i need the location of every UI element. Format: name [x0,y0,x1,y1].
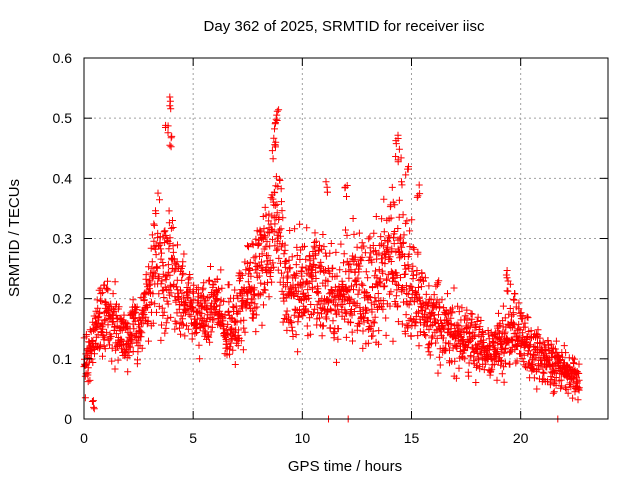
y-tick-label: 0.3 [53,231,73,247]
y-axis-label: SRMTID / TECUs [6,179,23,297]
y-tick-label: 0.1 [53,351,73,367]
axis-ticks: 0 0.1 0.2 0.3 0.4 0.5 0.6 0 5 10 15 20 [53,50,608,446]
x-tick-label: 5 [189,430,197,446]
x-tick-label: 20 [513,430,529,446]
y-tick-label: 0.5 [53,110,73,126]
x-tick-label: 0 [80,430,88,446]
y-tick-label: 0.4 [53,170,73,186]
y-tick-label: 0.6 [53,50,73,66]
chart-title: Day 362 of 2025, SRMTID for receiver iis… [204,18,485,35]
srmtid-series [80,93,583,423]
data-points [80,93,583,423]
x-tick-label: 10 [295,430,311,446]
x-tick-label: 15 [404,430,420,446]
y-tick-label: 0 [64,411,72,427]
y-tick-label: 0.2 [53,291,73,307]
x-axis-label: GPS time / hours [288,458,402,475]
